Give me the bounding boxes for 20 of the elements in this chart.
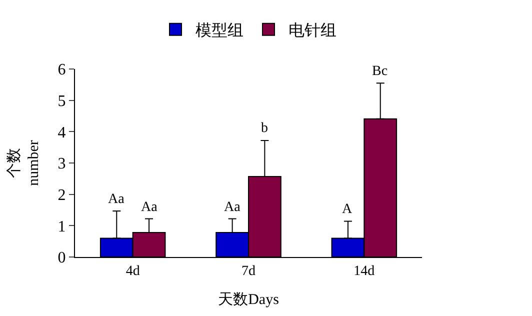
annotation: Aa bbox=[224, 200, 242, 215]
annotation: Bc bbox=[372, 64, 388, 79]
annotation: Aa bbox=[108, 192, 126, 207]
y-tick-label: 1 bbox=[58, 218, 66, 236]
x-tick-label: 4d bbox=[126, 264, 140, 279]
y-axis-title: 个数 number bbox=[6, 140, 42, 186]
legend-label: 模型组 bbox=[196, 22, 244, 40]
y-tick-label: 5 bbox=[58, 92, 66, 110]
x-axis-title: 天数Days bbox=[218, 292, 280, 308]
x-tick-label: 7d bbox=[242, 264, 256, 279]
y-tick-label: 6 bbox=[58, 62, 66, 79]
legend-label: 电针组 bbox=[288, 22, 336, 40]
y-tick-label: 3 bbox=[58, 156, 66, 173]
annotation: b bbox=[261, 121, 268, 136]
x-tick-label: 14d bbox=[354, 264, 375, 279]
y-tick-label: 0 bbox=[58, 250, 66, 267]
annotation: Aa bbox=[141, 200, 158, 215]
y-tick-label: 4 bbox=[58, 124, 66, 142]
annotation: A bbox=[342, 202, 353, 217]
y-tick-label: 2 bbox=[58, 186, 66, 204]
